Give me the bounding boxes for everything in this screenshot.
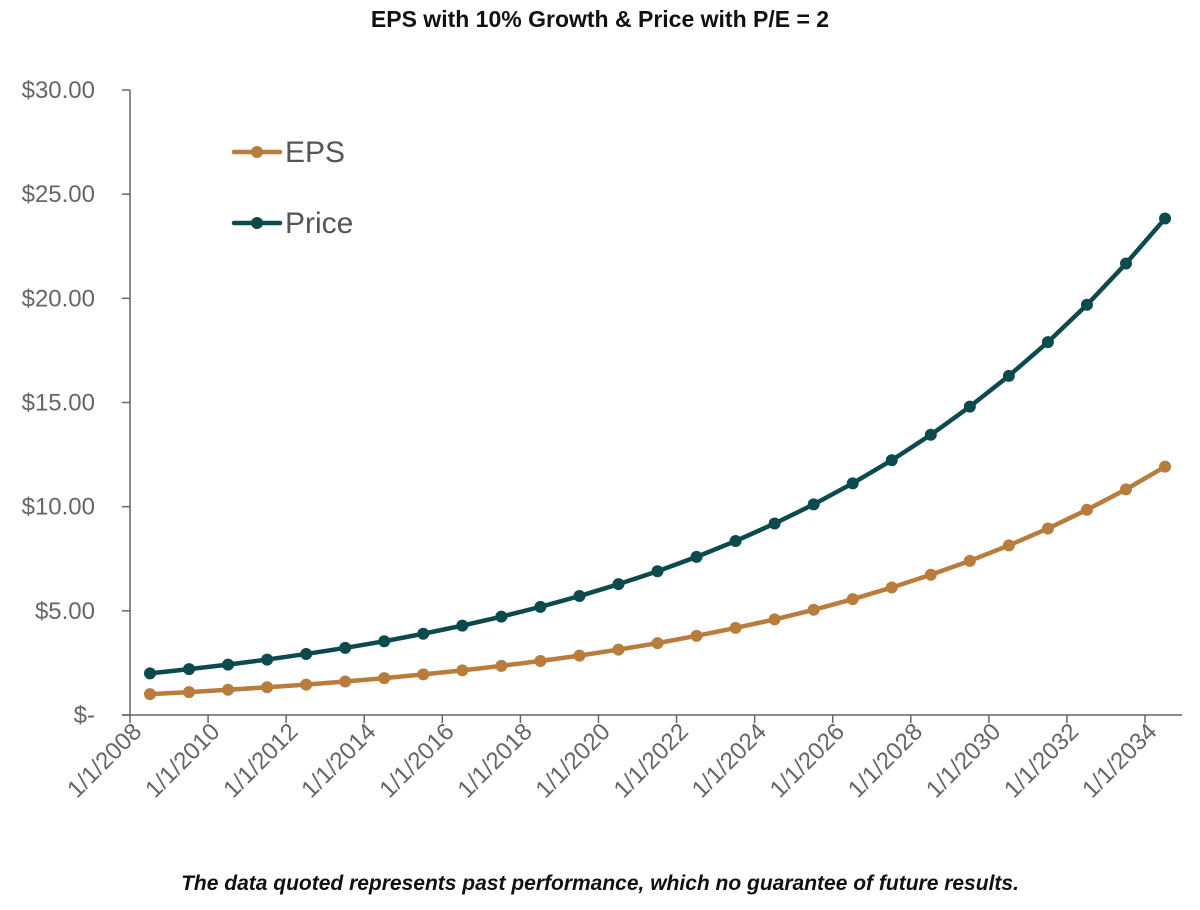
data-point-eps — [963, 554, 976, 567]
data-point-price — [768, 517, 781, 530]
data-point-price — [651, 565, 664, 578]
legend-swatch-marker — [251, 217, 263, 229]
data-point-eps — [729, 621, 742, 634]
x-tick-label: 1/1/2026 — [765, 718, 850, 803]
data-point-eps — [144, 688, 156, 701]
data-point-price — [222, 658, 235, 671]
series-layer — [144, 212, 1172, 701]
data-point-price — [846, 477, 859, 490]
x-tick-label: 1/1/2030 — [921, 718, 1006, 803]
y-tick-label: $15.00 — [22, 390, 95, 417]
data-point-eps — [651, 637, 664, 650]
data-point-price — [495, 610, 508, 623]
data-point-price — [729, 535, 742, 548]
data-point-price — [807, 498, 820, 511]
data-point-eps — [222, 683, 235, 696]
data-point-price — [144, 667, 156, 680]
data-point-eps — [846, 593, 859, 606]
data-point-eps — [495, 659, 508, 672]
x-tick-label: 1/1/2020 — [531, 718, 616, 803]
legend: EPS Price — [231, 136, 353, 240]
data-point-price — [573, 590, 586, 603]
data-point-eps — [1041, 522, 1054, 535]
data-point-price — [417, 627, 430, 640]
data-point-eps — [1002, 539, 1015, 552]
legend-item-price: Price — [231, 207, 353, 240]
data-point-price — [1120, 257, 1132, 270]
data-point-eps — [339, 675, 352, 688]
data-point-eps — [300, 678, 313, 691]
line-chart: $- $5.00 $10.00 $15.00 $20.00 $25.00 $30.00 1/1… — [22, 77, 1182, 803]
data-point-eps — [1159, 460, 1172, 473]
data-point-eps — [573, 649, 586, 662]
data-point-price — [690, 550, 703, 563]
data-point-price — [1159, 212, 1172, 225]
data-point-eps — [1120, 483, 1132, 496]
x-tick-label: 1/1/2008 — [62, 718, 147, 803]
data-point-price — [378, 635, 391, 648]
data-point-eps — [768, 613, 781, 626]
axes: $- $5.00 $10.00 $15.00 $20.00 $25.00 $30.00 1/1… — [22, 77, 1182, 803]
disclaimer-footnote: The data quoted represents past performa… — [181, 872, 1019, 895]
data-point-eps — [183, 686, 196, 699]
data-point-price — [924, 428, 937, 441]
data-point-price — [534, 600, 547, 613]
data-point-eps — [924, 568, 937, 581]
x-tick-label: 1/1/2016 — [374, 718, 459, 803]
x-tick-label: 1/1/2024 — [687, 718, 772, 803]
series-eps — [144, 460, 1172, 701]
series-line-eps — [147, 464, 1168, 697]
y-tick-label: $5.00 — [35, 598, 95, 625]
chart-title: EPS with 10% Growth & Price with P/E = 2 — [370, 6, 830, 32]
data-point-eps — [807, 603, 820, 616]
data-point-eps — [534, 655, 547, 668]
x-tick-label: 1/1/2022 — [609, 718, 694, 803]
x-tick-label: 1/1/2014 — [296, 718, 381, 803]
y-tick-label: $25.00 — [22, 181, 95, 208]
data-point-price — [261, 653, 274, 666]
legend-swatch-marker — [251, 146, 263, 158]
data-point-price — [612, 578, 625, 591]
y-tick-label: $20.00 — [22, 285, 95, 312]
data-point-eps — [378, 672, 391, 685]
x-tick-label: 1/1/2032 — [999, 718, 1084, 803]
data-point-eps — [456, 664, 469, 677]
data-point-price — [300, 647, 313, 660]
x-tick-label: 1/1/2010 — [140, 718, 225, 803]
data-point-eps — [690, 629, 703, 642]
data-point-price — [1002, 369, 1015, 382]
data-point-price — [1080, 298, 1093, 311]
y-tick-label: $10.00 — [22, 494, 95, 521]
legend-item-eps: EPS — [231, 136, 345, 169]
y-tick-label: $- — [74, 702, 95, 729]
series-line-price — [147, 216, 1168, 676]
data-point-price — [1041, 336, 1054, 349]
data-point-eps — [261, 681, 274, 694]
y-tick-label: $30.00 — [22, 77, 95, 104]
data-point-price — [339, 641, 352, 654]
data-point-eps — [417, 668, 430, 681]
x-tick-label: 1/1/2012 — [218, 718, 303, 803]
x-tick-label: 1/1/2018 — [452, 718, 537, 803]
x-tick-label: 1/1/2034 — [1077, 718, 1162, 803]
data-point-price — [183, 663, 196, 676]
data-point-eps — [612, 643, 625, 656]
data-point-price — [963, 400, 976, 413]
x-tick-label: 1/1/2028 — [843, 718, 928, 803]
legend-label: Price — [285, 207, 353, 240]
series-price — [144, 212, 1172, 680]
data-point-price — [456, 619, 469, 632]
data-point-price — [885, 454, 898, 467]
legend-label: EPS — [285, 136, 345, 169]
data-point-eps — [885, 581, 898, 594]
data-point-eps — [1080, 503, 1093, 516]
